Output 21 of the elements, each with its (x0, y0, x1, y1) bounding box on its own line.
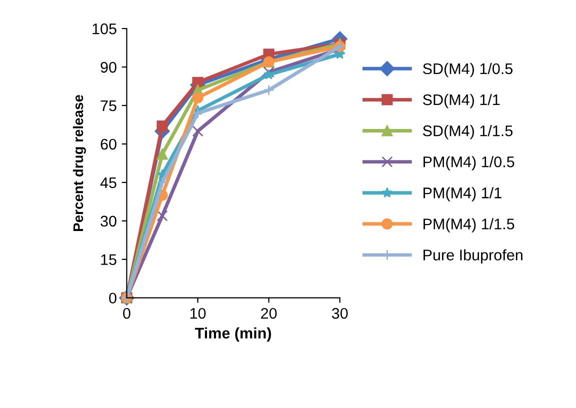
y-axis-title: Percent drug release (72, 94, 86, 231)
x-tick-label: 30 (332, 308, 348, 319)
y-tick-label: 15 (101, 254, 116, 266)
x-tick-label: 10 (190, 308, 206, 319)
y-tick-label: 105 (92, 23, 116, 34)
legend-label: PM(M4) 1/0.5 (424, 156, 514, 170)
y-tick-label: 30 (100, 216, 116, 227)
legend-label: PM(M4) 1/1 (424, 187, 502, 202)
x-tick-label: 0 (123, 308, 130, 319)
y-tick-label: 90 (100, 62, 116, 73)
legend-label: Pure Ibuprofen (424, 249, 522, 264)
y-tick-label: 60 (100, 138, 116, 150)
y-tick-label: 45 (100, 177, 116, 188)
legend-label: SD(M4) 1/1 (422, 94, 500, 108)
y-tick-label: 0 (109, 292, 116, 304)
y-tick-label: 75 (100, 100, 116, 112)
legend-label: PM(M4) 1/1.5 (424, 218, 514, 232)
x-axis-title: Time (min) (194, 327, 272, 342)
legend-label: SD(M4) 1/1.5 (422, 125, 513, 140)
x-tick-label: 20 (261, 308, 277, 319)
legend-label: SD(M4) 1/0.5 (422, 62, 513, 78)
